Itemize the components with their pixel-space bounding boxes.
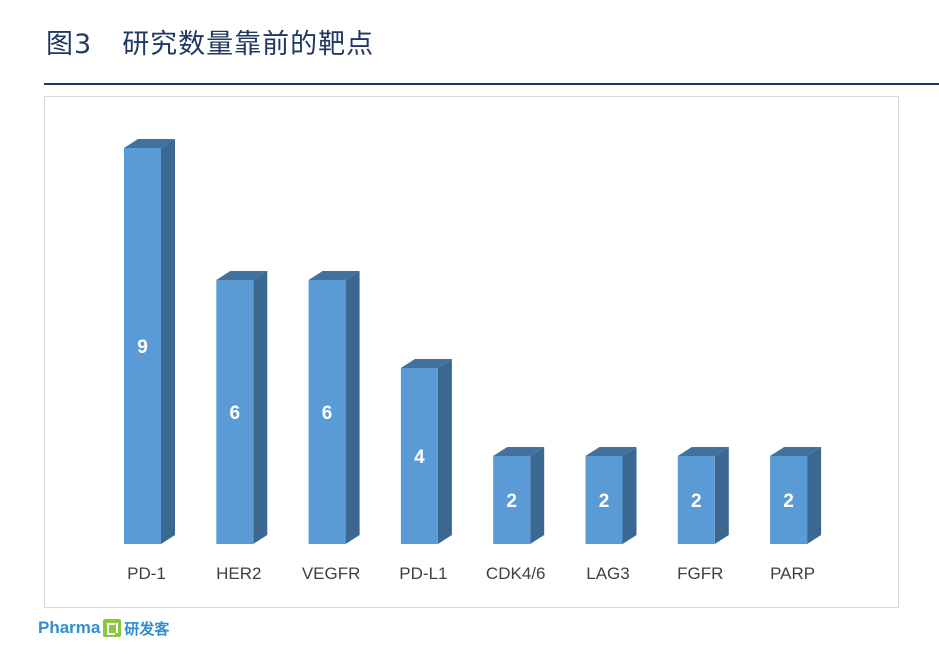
title-divider — [44, 83, 939, 85]
bar-side-face — [807, 447, 822, 544]
bar-data-label: 9 — [137, 337, 148, 358]
bar-side-face — [622, 447, 637, 544]
bar-front-face — [677, 456, 715, 544]
bar-front-face — [770, 456, 808, 544]
bar-side-face — [253, 271, 268, 544]
x-tick-label: CDK4/6 — [486, 564, 546, 583]
bar-data-label: 2 — [506, 491, 517, 512]
x-tick-label: VEGFR — [302, 564, 361, 583]
x-tick-label: LAG3 — [586, 564, 629, 583]
bar: 6 — [216, 271, 268, 544]
bar-top-face — [308, 271, 360, 280]
bar-top-face — [677, 447, 729, 456]
bar-front-face — [216, 280, 254, 544]
bar: 6 — [308, 271, 360, 544]
bar-top-face — [585, 447, 637, 456]
x-tick-label: FGFR — [677, 564, 723, 583]
bar-side-face — [714, 447, 729, 544]
bar-side-face — [161, 139, 175, 544]
bar-data-label: 4 — [414, 447, 425, 468]
bar-front-face — [400, 368, 438, 544]
x-tick-label: PARP — [770, 564, 815, 583]
logo-chinese-text: 研发客 — [124, 619, 170, 638]
bar: 4 — [400, 359, 452, 544]
bar-top-face — [770, 447, 822, 456]
bar-front-face — [585, 456, 623, 544]
bar-top-face — [216, 271, 268, 280]
bar-top-face — [124, 139, 175, 148]
pharmacube-logo-icon — [103, 619, 122, 637]
bar-top-face — [493, 447, 545, 456]
bar-data-label: 2 — [783, 491, 794, 512]
brand-logo: Pharma 研发客 — [38, 617, 169, 639]
bar: 2 — [493, 447, 545, 544]
bar-side-face — [345, 271, 360, 544]
bar: 9 — [124, 139, 175, 544]
x-tick-label: PD-1 — [127, 564, 166, 583]
figure-number: 图3 — [46, 29, 93, 60]
chart-frame: 9 PD-1 6 HER2 6 VEGFR 4 PD-L1 2 CDK4/6 2 LAG3 2 FGFR 2… — [44, 96, 899, 608]
bar-data-label: 2 — [691, 491, 702, 512]
bar: 2 — [770, 447, 822, 544]
bar-front-face — [493, 456, 531, 544]
bar-side-face — [437, 359, 452, 544]
bar-data-label: 6 — [322, 403, 333, 424]
bar: 2 — [585, 447, 637, 544]
bar-side-face — [530, 447, 545, 544]
figure-title: 图3 研究数量靠前的靶点 — [46, 22, 374, 61]
bar-data-label: 2 — [599, 491, 610, 512]
x-tick-label: PD-L1 — [399, 564, 447, 583]
bar-top-face — [400, 359, 452, 368]
x-tick-label: HER2 — [216, 564, 261, 583]
bar-front-face — [124, 148, 161, 544]
bar-front-face — [308, 280, 346, 544]
figure-title-text: 研究数量靠前的靶点 — [122, 29, 375, 60]
bar-chart: 9 PD-1 6 HER2 6 VEGFR 4 PD-L1 2 CDK4/6 2 LAG3 2 FGFR 2… — [124, 139, 822, 583]
bar: 2 — [677, 447, 729, 544]
bar-data-label: 6 — [230, 403, 241, 424]
logo-brand-text: Pharma — [38, 618, 101, 637]
